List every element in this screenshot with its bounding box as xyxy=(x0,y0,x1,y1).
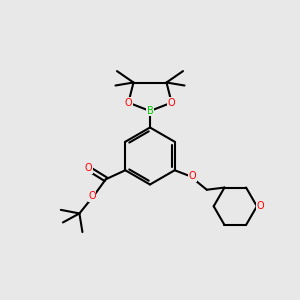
Text: B: B xyxy=(147,106,153,116)
Text: O: O xyxy=(124,98,132,108)
Text: O: O xyxy=(88,191,96,201)
Text: O: O xyxy=(256,201,264,211)
Text: O: O xyxy=(189,171,196,181)
Text: O: O xyxy=(168,98,176,108)
Text: O: O xyxy=(85,163,92,173)
